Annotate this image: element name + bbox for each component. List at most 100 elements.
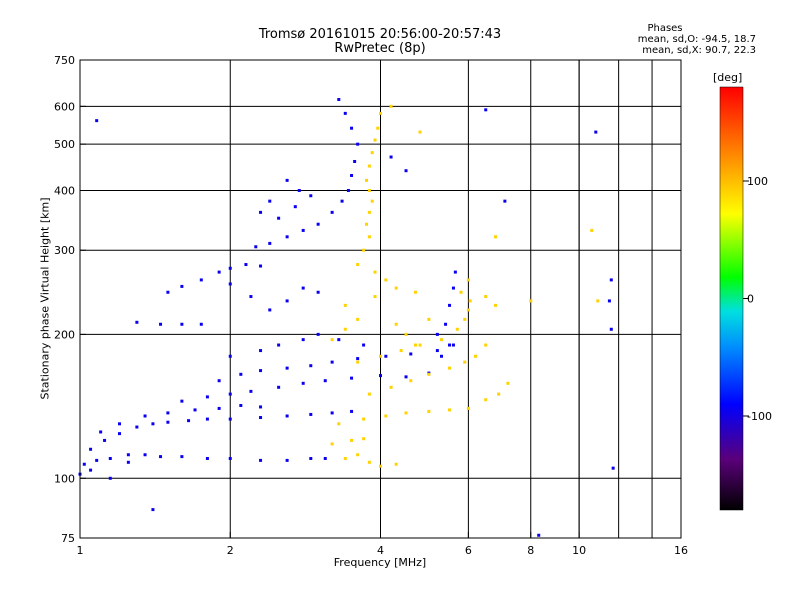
data-point-o: [285, 178, 289, 182]
data-point-o: [259, 369, 263, 373]
data-point-o: [118, 432, 122, 436]
data-point-o: [293, 205, 297, 209]
data-point-o: [95, 458, 99, 462]
data-point-o: [239, 403, 243, 407]
x-tick-label: 8: [527, 544, 534, 557]
data-point-o: [180, 322, 184, 326]
data-point-o: [159, 322, 163, 326]
data-point-o: [444, 322, 448, 326]
data-point-x: [370, 199, 374, 203]
data-point-o: [404, 375, 408, 379]
data-point-o: [301, 381, 305, 385]
data-point-x: [356, 317, 360, 321]
data-point-o: [337, 338, 341, 342]
data-point-o: [249, 295, 253, 299]
y-tick-label: 300: [54, 244, 75, 257]
data-point-x: [343, 327, 347, 331]
data-point-x: [455, 327, 459, 331]
data-point-x: [466, 406, 470, 410]
data-point-x: [409, 379, 413, 383]
data-point-o: [353, 159, 357, 163]
data-point-o: [151, 508, 155, 512]
data-point-o: [301, 286, 305, 290]
data-point-o: [249, 389, 253, 393]
data-point-x: [394, 286, 398, 290]
data-point-x: [367, 210, 371, 214]
data-point-x: [330, 442, 334, 446]
data-point-o: [277, 385, 281, 389]
data-point-o: [389, 155, 393, 159]
data-point-x: [463, 317, 467, 321]
data-point-o: [268, 241, 272, 245]
data-point-o: [151, 422, 155, 426]
data-point-o: [268, 199, 272, 203]
data-point-o: [404, 169, 408, 173]
data-point-x: [365, 222, 369, 226]
data-point-x: [399, 349, 403, 353]
data-point-o: [166, 420, 170, 424]
data-point-o: [239, 372, 243, 376]
data-point-o: [316, 222, 320, 226]
data-point-o: [95, 119, 99, 123]
data-point-o: [285, 458, 289, 462]
x-tick-label: 1: [77, 544, 84, 557]
data-point-o: [316, 290, 320, 294]
data-point-x: [367, 188, 371, 192]
data-point-o: [193, 408, 197, 412]
data-point-x: [413, 290, 417, 294]
data-point-x: [384, 414, 388, 418]
data-point-o: [285, 235, 289, 239]
data-point-o: [340, 199, 344, 203]
data-point-o: [323, 379, 327, 383]
data-point-o: [285, 414, 289, 418]
data-point-x: [394, 322, 398, 326]
data-point-x: [440, 338, 444, 342]
data-point-o: [607, 299, 611, 303]
data-point-o: [187, 419, 191, 423]
data-point-x: [362, 248, 366, 252]
data-point-o: [448, 303, 452, 307]
data-point-o: [323, 456, 327, 460]
data-point-x: [330, 338, 334, 342]
data-point-o: [259, 405, 263, 409]
colorbar: [719, 86, 744, 511]
stats-o-line: mean, sd,O: -94.5, 18.7: [637, 34, 756, 45]
data-point-o: [108, 476, 112, 480]
data-point-o: [217, 406, 221, 410]
data-point-o: [330, 210, 334, 214]
data-point-o: [330, 360, 334, 364]
data-point-o: [451, 343, 455, 347]
data-point-o: [228, 456, 232, 460]
data-point-x: [356, 263, 360, 267]
chart-subtitle: RwPretec (8p): [334, 41, 426, 56]
data-point-o: [228, 417, 232, 421]
data-point-x: [373, 295, 377, 299]
data-point-o: [277, 216, 281, 220]
data-point-x: [389, 104, 393, 108]
stats-heading: Phases: [647, 23, 683, 34]
data-point-x: [596, 299, 600, 303]
axis-ticks: 1 2 4 6 8 10 16 75 100 200 300 400 500 600 750: [54, 54, 688, 557]
data-point-x: [356, 360, 360, 364]
data-point-x: [463, 360, 467, 364]
data-point-x: [484, 343, 488, 347]
data-point-x: [494, 235, 498, 239]
data-point-o: [259, 416, 263, 420]
colorbar-tick-label: 0: [747, 293, 754, 306]
x-tick-label: 6: [465, 544, 472, 557]
data-point-o: [448, 343, 452, 347]
data-point-x: [373, 270, 377, 274]
data-point-x: [367, 392, 371, 396]
data-point-o: [350, 409, 354, 413]
data-point-x: [379, 354, 382, 358]
data-point-o: [135, 320, 139, 324]
data-point-o: [309, 412, 313, 416]
data-point-o: [143, 453, 147, 457]
data-point-o: [346, 188, 350, 192]
data-point-x: [466, 308, 470, 312]
data-point-o: [217, 270, 221, 274]
data-point-o: [199, 278, 203, 282]
data-point-o: [126, 453, 130, 457]
data-point-x: [367, 235, 371, 239]
